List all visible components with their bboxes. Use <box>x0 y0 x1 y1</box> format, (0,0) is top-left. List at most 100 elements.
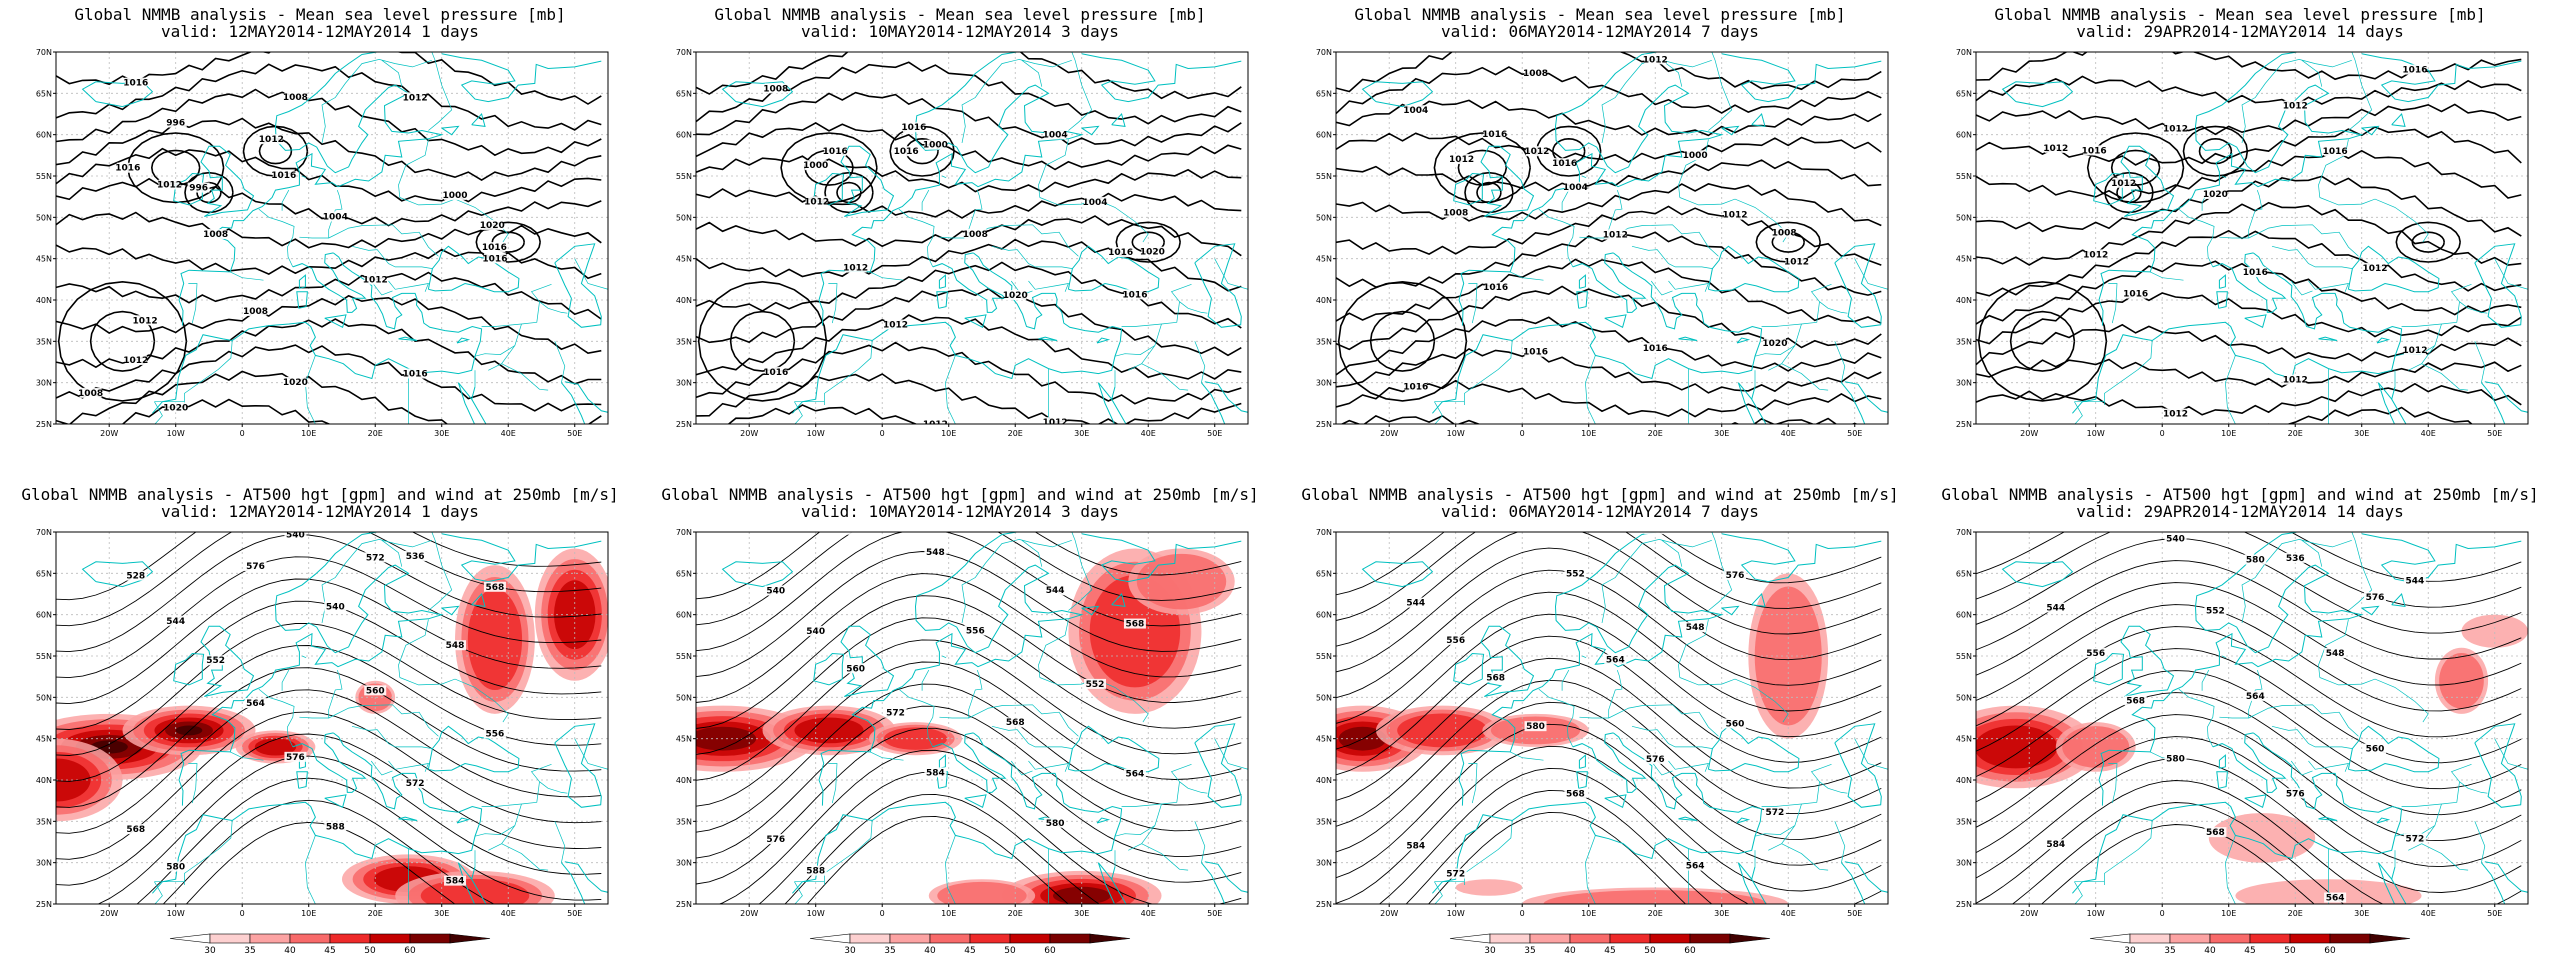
colorbar-cell <box>1009 933 1051 944</box>
contour-label: 1016 <box>2402 66 2427 76</box>
lat-tick-label: 70N <box>36 48 52 57</box>
panel-title: Global NMMB analysis - Mean sea level pr… <box>1994 5 2486 24</box>
lon-tick-label: 30E <box>1074 429 1089 438</box>
contour-label: 1012 <box>2043 144 2068 154</box>
panel-title: Global NMMB analysis - AT500 hgt [gpm] a… <box>1301 485 1899 504</box>
contour-label: 576 <box>766 835 785 845</box>
lat-tick-label: 55N <box>36 172 52 181</box>
lat-tick-label: 55N <box>1956 652 1972 661</box>
lat-tick-label: 35N <box>1316 337 1332 346</box>
contour-label: 1008 <box>78 389 103 399</box>
colorbar-cell <box>2089 933 2131 944</box>
lon-tick-label: 40E <box>2421 429 2436 438</box>
contour-label: 1016 <box>763 368 788 378</box>
mslp-panel-1d: Global NMMB analysis - Mean sea level pr… <box>0 0 640 480</box>
lat-tick-label: 50N <box>676 693 692 702</box>
lat-tick-label: 25N <box>1316 420 1332 429</box>
colorbar-cell <box>969 933 1011 944</box>
lon-tick-label: 40E <box>1141 909 1156 918</box>
colorbar-tick-label: 60 <box>404 946 416 956</box>
contour-label: 1000 <box>803 161 828 171</box>
colorbar-cell <box>1049 933 1091 944</box>
lon-tick-label: 0 <box>240 909 245 918</box>
mslp-panel-14d: Global NMMB analysis - Mean sea level pr… <box>1920 0 2560 480</box>
contour-label: 588 <box>326 822 345 832</box>
lat-tick-label: 25N <box>1956 420 1972 429</box>
panel-title: Global NMMB analysis - Mean sea level pr… <box>714 5 1206 24</box>
contour-label: 564 <box>846 528 865 536</box>
lon-tick-label: 10E <box>301 429 316 438</box>
lat-tick-label: 25N <box>36 900 52 909</box>
colorbar-cell <box>449 933 491 944</box>
colorbar-tick-label: 40 <box>1564 946 1576 956</box>
lon-tick-label: 30E <box>434 909 449 918</box>
colorbar-cell <box>1089 933 1131 944</box>
contour-label: 540 <box>766 586 785 596</box>
contour-label: 584 <box>2046 840 2065 850</box>
contour-labels: 544 536 540 544 548 552 556 560 564 568 572 576 580 5… <box>2044 533 2426 903</box>
contour-label: 572 <box>406 779 425 789</box>
contour-label: 996 <box>166 118 185 128</box>
lon-tick-label: 30E <box>1714 909 1729 918</box>
lon-tick-label: 10E <box>941 909 956 918</box>
colorbar-cell <box>1489 933 1531 944</box>
colorbar-cell <box>2169 933 2211 944</box>
panel-valid-range: valid: 29APR2014-12MAY2014 14 days <box>2076 22 2404 41</box>
colorbar-cell <box>1609 933 1651 944</box>
contour-label: 1000 <box>923 141 948 151</box>
lon-tick-label: 40E <box>501 429 516 438</box>
contour-label: 1012 <box>133 316 158 326</box>
z500-wind-panel-1d: Global NMMB analysis - AT500 hgt [gpm] a… <box>0 480 640 960</box>
lat-tick-label: 45N <box>1316 255 1332 264</box>
lon-tick-label: 0 <box>1520 429 1525 438</box>
contour-lines <box>1976 532 2522 904</box>
wind-colorbar: 30 35 40 45 50 60 <box>160 932 500 960</box>
contour-label: 560 <box>846 664 865 674</box>
lat-tick-label: 30N <box>1316 379 1332 388</box>
lat-tick-label: 45N <box>36 255 52 264</box>
lon-tick-label: 20E <box>368 429 383 438</box>
colorbar-cell <box>1649 933 1691 944</box>
colorbar-cell <box>849 933 891 944</box>
lat-tick-label: 65N <box>1316 89 1332 98</box>
axis-labels: 70N 65N 60N 55N 50N 45N 40N 35N 30N 25N 20W 10W 0 10E… <box>1956 48 2503 438</box>
colorbar-cell <box>2249 933 2291 944</box>
contour-label: 1016 <box>894 147 919 157</box>
lon-tick-label: 50E <box>1207 909 1222 918</box>
contour-label: 1008 <box>1443 208 1468 218</box>
lon-tick-label: 10E <box>1581 909 1596 918</box>
lat-tick-label: 55N <box>676 172 692 181</box>
lon-tick-label: 50E <box>2487 909 2502 918</box>
lon-tick-label: 10W <box>807 909 825 918</box>
contour-label: 1016 <box>2123 290 2148 300</box>
panel-valid-range: valid: 06MAY2014-12MAY2014 7 days <box>1441 502 1759 521</box>
lon-tick-label: 0 <box>240 429 245 438</box>
contour-label: 568 <box>486 583 505 593</box>
lon-tick-label: 50E <box>567 429 582 438</box>
colorbar-cell <box>2209 933 2251 944</box>
colorbar-tick-label: 35 <box>1524 946 1535 956</box>
contour-label: 1012 <box>403 93 428 103</box>
lat-tick-label: 70N <box>676 48 692 57</box>
lon-tick-label: 20E <box>1648 909 1663 918</box>
axis-labels: 70N 65N 60N 55N 50N 45N 40N 35N 30N 25N 20W 10W 0 10E… <box>1956 528 2503 918</box>
wind-colorbar: 30 35 40 45 50 60 <box>1440 932 1780 960</box>
axis-labels: 70N 65N 60N 55N 50N 45N 40N 35N 30N 25N 20W 10W 0 10E… <box>676 528 1223 918</box>
lat-tick-label: 50N <box>1956 213 1972 222</box>
contour-label: 1004 <box>1403 106 1428 116</box>
lat-tick-label: 45N <box>1316 735 1332 744</box>
lat-tick-label: 45N <box>1956 255 1972 264</box>
mslp-panel-3d: Global NMMB analysis - Mean sea level pr… <box>640 0 1280 480</box>
lon-tick-label: 20E <box>1008 909 1023 918</box>
contour-label: 548 <box>2326 649 2345 659</box>
lon-tick-label: 20E <box>1008 429 1023 438</box>
lat-tick-label: 60N <box>676 611 692 620</box>
contour-label: 576 <box>2286 789 2305 799</box>
colorbar-cell <box>409 933 451 944</box>
contour-label: 1012 <box>1524 147 1549 157</box>
contour-label: 544 <box>2046 604 2065 614</box>
axis-labels: 70N 65N 60N 55N 50N 45N 40N 35N 30N 25N 20W 10W 0 10E… <box>36 48 583 438</box>
lon-tick-label: 0 <box>880 429 885 438</box>
contour-label: 1016 <box>482 243 507 253</box>
contour-label: 568 <box>1486 673 1505 683</box>
